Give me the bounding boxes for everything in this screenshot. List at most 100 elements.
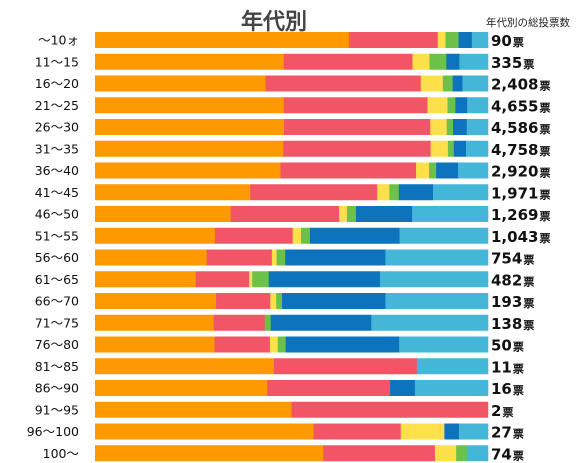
bar-segment	[323, 445, 436, 462]
total-votes-number: 138	[491, 315, 522, 333]
bar-segment	[273, 358, 418, 375]
total-votes-number: 482	[491, 271, 522, 289]
bar-segment	[291, 401, 489, 418]
bar-row	[95, 358, 489, 375]
bar-segment	[452, 75, 463, 92]
total-votes-unit: 票	[513, 449, 524, 462]
bar-row	[95, 380, 489, 396]
bar-segment	[283, 140, 431, 157]
age-group-label: 86～90	[35, 381, 79, 396]
bar-segment	[412, 206, 489, 222]
bar-segment	[267, 380, 391, 396]
age-group-label: 51～55	[35, 228, 79, 243]
bar-segment	[414, 380, 489, 396]
total-votes-unit: 票	[523, 254, 534, 267]
total-votes-unit: 票	[523, 297, 534, 310]
total-votes-number: 754	[491, 250, 522, 268]
bar-segment	[446, 119, 454, 135]
total-votes-unit: 票	[539, 232, 550, 245]
bar-segment	[447, 140, 455, 157]
bar-segment	[283, 97, 428, 114]
bar-row	[95, 32, 489, 48]
bar-segment	[466, 445, 489, 462]
bar-segment	[95, 445, 324, 462]
total-votes-value: 1,269票	[491, 206, 550, 224]
bar-segment	[95, 227, 216, 244]
bar-segment	[264, 314, 271, 331]
bar-segment	[399, 336, 489, 353]
age-group-label: 31～35	[35, 141, 79, 156]
bar-segment	[249, 271, 253, 288]
bar-row	[95, 445, 489, 462]
total-votes-number: 2,920	[491, 163, 538, 181]
chart-title: 年代別	[240, 10, 307, 35]
total-votes-unit: 票	[513, 36, 524, 49]
bar-row	[95, 227, 489, 244]
bar-segment	[95, 119, 285, 135]
total-votes-number: 193	[491, 293, 522, 311]
bar-row	[95, 162, 489, 179]
total-votes-value: 50票	[491, 337, 524, 355]
total-votes-header: 年代別の総投票数	[486, 17, 570, 29]
bar-segment	[436, 162, 459, 179]
bar-segment	[95, 358, 275, 375]
bar-segment	[427, 97, 448, 114]
bar-row	[95, 293, 489, 309]
bar-segment	[437, 32, 446, 48]
total-votes-number: 1,043	[491, 228, 538, 246]
bar-segment	[467, 97, 489, 114]
bar-segment	[348, 32, 438, 48]
total-votes-value: 2票	[491, 402, 513, 420]
total-votes-unit: 票	[513, 341, 524, 354]
bar-segment	[95, 140, 284, 157]
age-group-label: ～10ォ	[38, 33, 79, 48]
bar-segment	[346, 206, 357, 222]
total-votes-number: 335	[491, 54, 522, 72]
bar-segment	[268, 271, 381, 288]
bar-segment	[379, 271, 489, 288]
bar-segment	[453, 119, 468, 135]
total-votes-unit: 票	[539, 145, 550, 158]
bar-segment	[95, 249, 207, 266]
bar-segment	[206, 249, 273, 266]
total-votes-unit: 票	[539, 123, 550, 136]
total-votes-unit: 票	[539, 101, 550, 114]
bar-segment	[420, 75, 444, 92]
age-group-label: 61～65	[35, 272, 79, 287]
bar-segment	[416, 358, 489, 375]
bar-segment	[95, 293, 217, 309]
total-votes-value: 1,971票	[491, 184, 550, 202]
total-votes-unit: 票	[523, 319, 534, 332]
age-group-label: 41～45	[35, 185, 79, 200]
total-votes-unit: 票	[513, 428, 524, 441]
total-votes-number: 2,408	[491, 76, 538, 94]
total-votes-number: 4,758	[491, 141, 538, 159]
total-votes-unit: 票	[539, 80, 550, 93]
bar-segment	[95, 97, 284, 114]
bar-segment	[195, 271, 250, 288]
age-group-label: 36～40	[35, 163, 79, 178]
bar-segment	[458, 162, 489, 179]
bar-segment	[446, 53, 460, 70]
bar-segment	[95, 53, 284, 70]
bar-row	[95, 401, 489, 418]
total-votes-number: 16	[491, 380, 512, 398]
bar-segment	[400, 423, 445, 440]
bar-segment	[283, 53, 413, 70]
bar-row	[95, 314, 489, 331]
total-votes-unit: 票	[502, 406, 513, 419]
bar-row	[95, 140, 489, 157]
bar-segment	[252, 271, 270, 288]
total-votes-unit: 票	[523, 58, 534, 71]
bar-segment	[213, 314, 266, 331]
bar-segment	[459, 53, 489, 70]
bar-segment	[270, 293, 277, 309]
bar-segment	[300, 227, 311, 244]
bar-segment	[280, 162, 417, 179]
age-group-label: 71～75	[35, 315, 79, 330]
bar-segment	[458, 423, 489, 440]
bar-segment	[214, 336, 271, 353]
bar-segment	[429, 162, 437, 179]
bar-segment	[453, 140, 467, 157]
bar-segment	[430, 140, 449, 157]
